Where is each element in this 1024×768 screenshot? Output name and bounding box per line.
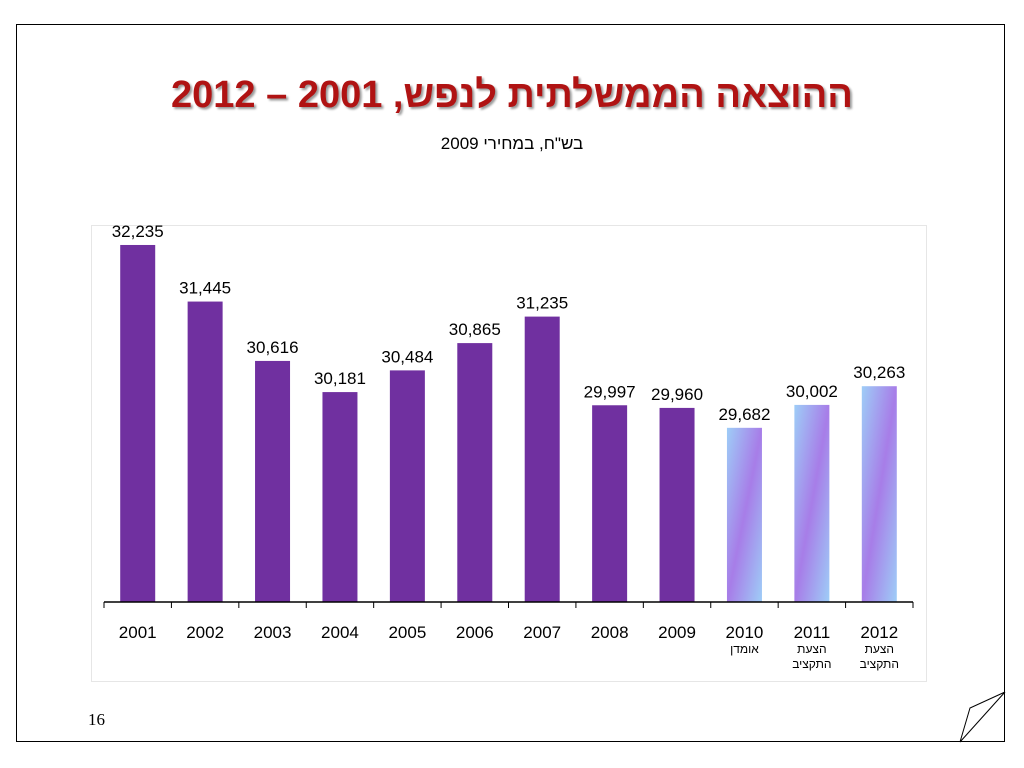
value-label-2010: 29,682	[718, 405, 770, 424]
category-label-2005: 2005	[388, 623, 426, 642]
slide-subtitle: בש"ח, במחירי 2009	[440, 134, 584, 153]
bar-2004	[322, 392, 358, 602]
page-number: 16	[88, 710, 105, 729]
bar-2012	[861, 386, 897, 602]
category-label-2001: 2001	[119, 623, 157, 642]
bar-2007	[524, 316, 560, 602]
labels-layer: 32,235 2001 31,445 2002 30,616 2003 30,181 2004…	[112, 222, 906, 671]
value-label-2004: 30,181	[314, 369, 366, 388]
x-axis-ticks	[103, 602, 914, 608]
slide-title: ההוצאה הממשלתית לנפש, 2001 – 2012	[171, 74, 853, 116]
category-label-2011: 2011	[794, 623, 831, 642]
category-label-2003: 2003	[254, 623, 292, 642]
bars-layer	[120, 244, 897, 602]
value-label-2007: 31,235	[516, 294, 568, 313]
bar-2008	[592, 405, 628, 602]
category-label-2009: 2009	[658, 623, 696, 642]
bar-2001	[120, 244, 156, 602]
value-label-2001: 32,235	[112, 222, 164, 241]
bar-2005	[389, 370, 425, 602]
category-note-2010: אומדן	[730, 642, 759, 656]
bar-2002	[187, 301, 223, 602]
category-label-2008: 2008	[591, 623, 629, 642]
category-label-2002: 2002	[186, 623, 224, 642]
value-label-2002: 31,445	[179, 279, 231, 298]
category-note-2011: הצעת התקציב	[792, 642, 831, 671]
category-label-2004: 2004	[321, 623, 359, 642]
category-note-2012: הצעת התקציב	[860, 642, 899, 671]
category-label-2007: 2007	[523, 623, 561, 642]
bar-2011	[794, 404, 830, 602]
value-label-2011: 30,002	[786, 382, 838, 401]
value-label-2006: 30,865	[449, 320, 501, 339]
category-label-2012: 2012	[860, 623, 898, 642]
value-label-2008: 29,997	[584, 382, 636, 401]
category-label-2010: 2010	[726, 623, 764, 642]
bar-2009	[659, 407, 695, 602]
value-label-2005: 30,484	[381, 347, 433, 366]
bar-2006	[457, 343, 493, 602]
category-label-2006: 2006	[456, 623, 494, 642]
value-label-2003: 30,616	[247, 338, 299, 357]
bar-2003	[255, 360, 291, 602]
bar-2010	[726, 427, 762, 602]
value-label-2009: 29,960	[651, 385, 703, 404]
value-label-2012: 30,263	[853, 363, 905, 382]
